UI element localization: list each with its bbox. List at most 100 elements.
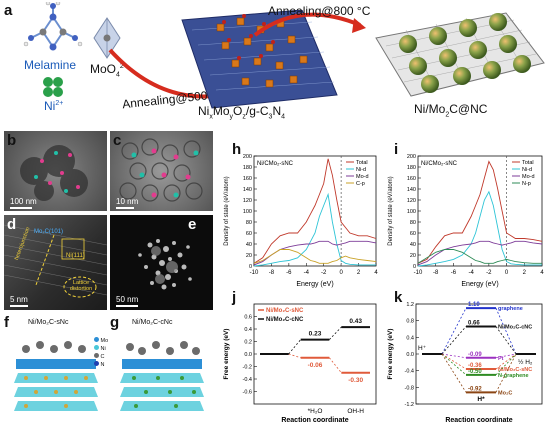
h-series-c-p: [253, 249, 377, 264]
i-chart-title: Ni/CMo₂-sNC: [421, 161, 458, 167]
h-y-axis-label: Density of state (eV/atom): [224, 176, 230, 245]
k-x-axis-label: Reaction coordinate: [445, 417, 512, 424]
j-connector-1-1: [329, 326, 342, 340]
scalebar-b: [10, 207, 32, 209]
k-y-tick-label: 0.4: [406, 335, 414, 341]
annealing-800-label: Annealing@800 °C: [268, 4, 371, 18]
i-y-tick-label: 120: [407, 198, 416, 204]
i-x-tick-label: 2: [523, 270, 527, 276]
legend-c-item: C: [94, 353, 108, 361]
k-series-name: N-graphene: [498, 373, 529, 379]
k-y-tick-label: -0.4: [405, 369, 414, 375]
k-series-name: graphene: [498, 306, 523, 312]
h-x-tick-label: 4: [374, 270, 378, 276]
k-connector-left-2: [441, 353, 467, 359]
h-y-tick-label: 180: [243, 165, 252, 171]
tem-b-particles: [20, 145, 88, 201]
dos-chart-h: -10 -8 -6 -4 -2 0 2 402040608010012014016018020…: [224, 154, 378, 288]
h-x-tick-label: -2: [321, 270, 327, 276]
k-y-tick-label: 0.0: [406, 352, 414, 358]
nickel-ions-icon: [43, 77, 63, 97]
k-connector-right-2: [495, 353, 517, 359]
gc3n4-sheet-icon: [181, 10, 338, 109]
j-data-label: -0.06: [308, 362, 323, 369]
h-y-tick-label: 200: [243, 154, 252, 160]
k-connector-right-5: [495, 353, 517, 393]
k-connector-left-5: [441, 353, 467, 393]
ni-label: Ni2+: [44, 99, 64, 113]
scale-e: 50 nm: [116, 295, 139, 304]
h-y-tick-label: 0: [249, 264, 252, 270]
tem-d-lattice: [4, 224, 107, 298]
h-x-axis-label: Energy (eV): [296, 281, 333, 288]
legend-n-item: N: [94, 361, 108, 369]
k-y-tick-label: -1.2: [405, 402, 414, 408]
panel-letter-g: g: [110, 314, 120, 331]
k-label-h-star: H*: [477, 396, 485, 403]
panel-letter-d: d: [7, 216, 17, 233]
i-x-tick-label: -2: [486, 270, 492, 276]
k-data-label: 0.66: [468, 321, 480, 327]
panel-g: g Ni/Mo₂C-cNc: [110, 315, 218, 423]
annealing-800-arrow-icon: [253, 12, 366, 37]
h-y-tick-label: 140: [243, 187, 252, 193]
molybdate-icon: [93, 17, 121, 59]
k-connector-right-4: [495, 353, 517, 376]
i-y-tick-label: 160: [407, 176, 416, 182]
k-connector-left-3: [441, 353, 467, 370]
h-series-total: [253, 158, 377, 264]
k-series-name: Ni/Mo₂C-sNC: [498, 367, 532, 373]
h-x-tick-label: -6: [286, 270, 292, 276]
k-y-tick-label: -0.8: [405, 385, 414, 391]
j-legend-label: Ni/Mo₂C-sNC: [266, 308, 304, 314]
j-connector-0-0: [288, 353, 301, 359]
h-x-tick-label: -4: [304, 270, 310, 276]
i-series-ni-d: [417, 190, 542, 267]
i-y-tick-label: 80: [410, 220, 416, 226]
i-y-tick-label: 180: [407, 165, 416, 171]
j-data-label: 0.43: [349, 318, 362, 325]
j-category-label: *H₂O: [308, 408, 323, 415]
h-y-tick-label: 80: [246, 220, 252, 226]
structure-legend-f: Mo Ni C N: [94, 337, 108, 369]
h-legend-label: Ni-d: [356, 167, 366, 173]
j-category-label: OH-H: [347, 408, 364, 415]
j-y-axis-label: Free energy (eV): [223, 329, 230, 380]
k-connector-left-0: [441, 307, 467, 355]
legend-ni-item: Ni: [94, 345, 108, 353]
h-legend-label: Mo-d: [356, 174, 369, 180]
panel-letter-c: c: [113, 132, 122, 149]
panel-letter-e: e: [188, 216, 197, 233]
h-y-tick-label: 160: [243, 176, 252, 182]
i-y-tick-label: 200: [407, 154, 416, 160]
scalebar-c: [116, 207, 134, 209]
h-legend-label: Total: [356, 160, 368, 166]
i-y-tick-label: 60: [410, 231, 416, 237]
j-y-tick-label: -0.4: [243, 377, 252, 383]
tem-image-b: b 100 nm: [4, 131, 107, 211]
g-title: Ni/Mo₂C-cNc: [132, 319, 173, 326]
j-connector-1-0: [288, 339, 301, 355]
k-connector-left-1: [441, 326, 467, 355]
i-y-axis-label: Density of state (eV/atom): [388, 176, 394, 245]
i-x-tick-label: -4: [468, 270, 474, 276]
i-legend-label: N-p: [522, 181, 531, 187]
i-x-axis-label: Energy (eV): [461, 281, 498, 288]
panel-letter-a: a: [4, 2, 13, 19]
structure-f-icon: [14, 341, 98, 411]
tem-image-e: e 50 nm: [110, 215, 213, 310]
k-series-name: Mo₂C: [498, 390, 512, 396]
panel-letter-h: h: [232, 141, 242, 158]
j-data-label: -0.30: [348, 377, 363, 384]
d-annotation-lattice: Lattice distortion: [69, 280, 93, 292]
k-data-label: -0.36: [468, 363, 482, 369]
h-y-tick-label: 20: [246, 253, 252, 259]
h-y-tick-label: 40: [246, 242, 252, 248]
i-y-tick-label: 0: [413, 264, 416, 270]
panel-f: f Ni/Mo₂C-sNc Mo Ni C N: [4, 315, 112, 423]
scale-b: 100 nm: [10, 197, 37, 206]
i-x-tick-label: 0: [505, 270, 509, 276]
k-connector-right-1: [495, 326, 517, 355]
i-x-tick-label: -6: [451, 270, 457, 276]
d-annotation-mo2c: Mo₂C(101): [34, 229, 64, 235]
